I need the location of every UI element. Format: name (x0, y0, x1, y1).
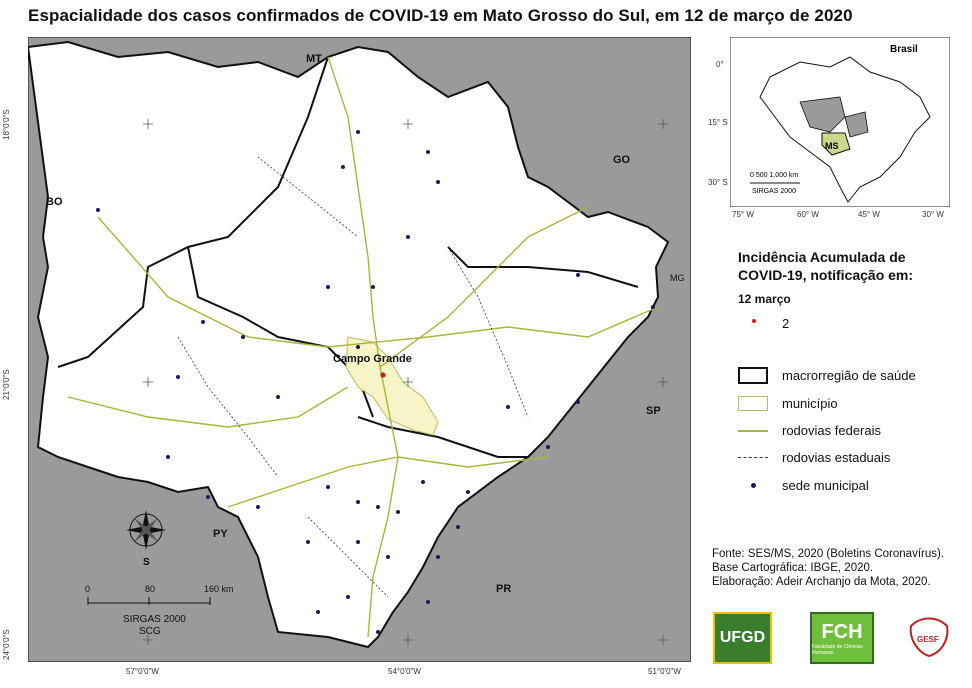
gesf-logo: GESF (905, 612, 953, 660)
compass-rose: S (126, 510, 166, 568)
campo-grande-municipality (345, 336, 439, 436)
ufgd-logo-text: UFGD (719, 629, 766, 646)
source-line-2: Base Cartográfica: IBGE, 2020. (712, 562, 874, 574)
label-bo: BO (46, 196, 63, 208)
inset-ms-label: MS (825, 141, 839, 151)
federal-roads-swatch (738, 423, 768, 438)
scale-tick-0: 0 (85, 584, 90, 594)
legend-federal-roads: rodovias federais (738, 423, 881, 438)
scale-tick-160: 160 km (204, 584, 234, 594)
macroregion-border (57, 56, 639, 458)
ms-region (821, 132, 851, 156)
lat-tick-24: 24°0'0"S (2, 629, 11, 660)
macroregion-swatch (738, 367, 768, 384)
federal-roads (67, 56, 659, 638)
inset-map-brazil: Brasil MS 0 500 1.000 km SIRGAS 2000 (730, 37, 950, 207)
inset-scale-caption: SIRGAS 2000 (752, 188, 796, 195)
scale-bar: 0 80 160 km SIRGAS 2000 SCG (85, 584, 234, 637)
inset-lat-15: 15° S (708, 118, 728, 127)
legend-macroregion-label: macrorregião de saúde (782, 368, 916, 383)
legend-municipality-label: município (782, 396, 838, 411)
lat-tick-21: 21°0'0"S (2, 369, 11, 400)
municipality-swatch (738, 396, 768, 411)
source-line-3: Elaboração: Adeir Archanjo da Mota, 2020… (712, 576, 931, 588)
legend-municipality: município (738, 396, 838, 411)
legend-state-roads: rodovias estaduais (738, 450, 890, 465)
grid-crosses (143, 119, 668, 645)
municipal-seat-swatch (738, 478, 768, 493)
confirmed-case-point (380, 372, 386, 378)
label-pr: PR (496, 583, 511, 595)
main-map: Campo Grande MT GO MG SP PR PY BO S 0 80… (28, 37, 691, 662)
ufgd-logo: UFGD (713, 612, 772, 664)
lon-tick-57: 57°0'0"W (126, 667, 159, 676)
campo-grande-label: Campo Grande (333, 353, 412, 365)
lat-tick-18: 18°0'0"S (2, 109, 11, 140)
fch-logo-text: FCH (821, 620, 863, 643)
legend-municipal-seat: sede municipal (738, 478, 869, 493)
legend-case-count: 2 (782, 316, 790, 331)
fch-logo: FCH Faculdade de Ciências Humanas (810, 612, 874, 664)
label-mt: MT (306, 53, 322, 65)
inset-lon-45: 45° W (858, 210, 880, 219)
gesf-logo-text: GESF (917, 635, 939, 644)
legend-macroregion: macrorregião de saúde (738, 367, 916, 384)
mt-region (799, 96, 846, 133)
source-line-1: Fonte: SES/MS, 2020 (Boletins Coronavíru… (712, 548, 945, 560)
scale-tick-80: 80 (145, 584, 155, 594)
compass-label: S (143, 557, 150, 568)
inset-lon-75: 75° W (732, 210, 754, 219)
inset-scale-label: 0 500 1.000 km (750, 172, 798, 179)
inset-lon-60: 60° W (797, 210, 819, 219)
label-go: GO (613, 154, 631, 166)
inset-lat-30: 30° S (708, 178, 728, 187)
case-legend-dot (752, 319, 756, 323)
brazil-outline (759, 56, 931, 203)
scale-caption-2: SCG (139, 626, 161, 637)
inset-lat-0: 0° (716, 60, 724, 69)
label-py: PY (213, 528, 228, 540)
legend-date: 12 março (738, 292, 791, 306)
state-roads (177, 156, 529, 598)
legend-title: Incidência Acumulada de COVID-19, notifi… (738, 249, 914, 283)
source-block: Fonte: SES/MS, 2020 (Boletins Coronavíru… (712, 547, 944, 589)
gesf-logo-mark: GESF (909, 617, 949, 658)
fch-logo-subtext: Faculdade de Ciências Humanas (812, 643, 863, 656)
scale-caption: SIRGAS 2000 (123, 614, 186, 625)
label-sp: SP (646, 405, 661, 417)
inset-country-label: Brasil (890, 44, 918, 55)
legend-municipal-seat-label: sede municipal (782, 478, 869, 493)
label-mg: MG (670, 273, 685, 283)
municipal-seats (96, 130, 655, 634)
legend-federal-roads-label: rodovias federais (782, 423, 881, 438)
lon-tick-54: 54°0'0"W (388, 667, 421, 676)
legend-state-roads-label: rodovias estaduais (782, 450, 891, 465)
inset-lon-30: 30° W (922, 210, 944, 219)
map-title: Espacialidade dos casos confirmados de C… (28, 6, 853, 25)
state-roads-swatch (738, 450, 768, 465)
go-region (844, 111, 869, 138)
lon-tick-51: 51°0'0"W (648, 667, 681, 676)
